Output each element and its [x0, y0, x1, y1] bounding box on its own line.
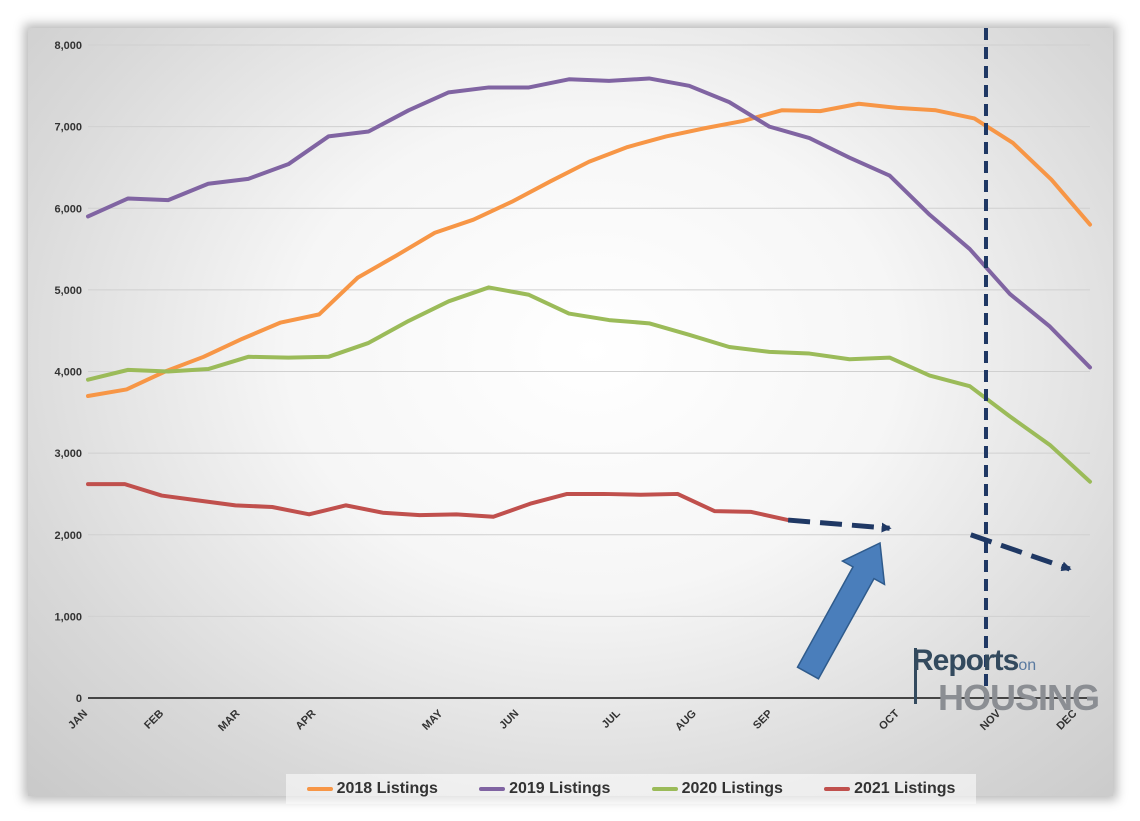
highlight-arrow — [796, 541, 886, 680]
logo-text-reports: Reports — [912, 644, 1019, 677]
line-chart: 0 1,000 2,000 3,000 4,000 5,000 6,000 7,000 8,00… — [54, 28, 1092, 734]
x-tick-label: MAR — [216, 708, 242, 734]
legend-label: 2020 Listings — [681, 780, 783, 797]
legend-swatch — [479, 787, 506, 791]
legend-item: 2021 Listings — [824, 780, 955, 798]
forecast-arrow — [969, 532, 1072, 572]
legend-swatch — [306, 787, 333, 791]
y-tick-label: 3,000 — [54, 448, 82, 460]
y-tick-label: 7,000 — [54, 122, 82, 134]
y-tick-label: 5,000 — [54, 285, 82, 297]
y-tick-label: 1,000 — [54, 611, 82, 623]
x-tick-label: AUG — [673, 708, 699, 734]
legend: 2018 Listings 2019 Listings 2020 Listing… — [286, 774, 976, 804]
series-2021-line — [86, 482, 791, 523]
y-tick-label: 2,000 — [54, 530, 82, 542]
x-tick-label: MAY — [420, 707, 446, 733]
y-tick-label: 8,000 — [54, 40, 82, 52]
x-tick-label: SEP — [751, 708, 775, 732]
forecast-arrow — [787, 517, 892, 533]
logo-text-housing: HOUSING — [938, 677, 1100, 718]
x-tick-label: OCT — [877, 707, 902, 732]
y-tick-label: 0 — [76, 693, 82, 705]
series-2018-line — [86, 101, 1092, 398]
series-2019-line — [86, 76, 1092, 370]
legend-label: 2021 Listings — [854, 780, 956, 797]
legend-item: 2020 Listings — [651, 780, 783, 798]
chart-frame: 0 1,000 2,000 3,000 4,000 5,000 6,000 7,000 8,00… — [28, 28, 1113, 804]
legend-label: 2019 Listings — [509, 780, 611, 797]
x-tick-label: FEB — [142, 708, 166, 732]
x-tick-label: JAN — [66, 708, 90, 732]
legend-item: 2019 Listings — [479, 780, 610, 798]
reports-on-housing-logo: Reportson HOUSING — [912, 646, 1102, 718]
x-tick-label: JUL — [600, 707, 623, 730]
legend-swatch — [651, 787, 678, 791]
x-tick-label: JUN — [497, 708, 521, 732]
logo-mark — [914, 648, 917, 704]
legend-swatch — [824, 787, 851, 791]
logo-text-on: on — [1018, 657, 1037, 674]
legend-item: 2018 Listings — [306, 780, 438, 798]
y-tick-label: 4,000 — [54, 367, 82, 379]
x-tick-label: APR — [294, 708, 319, 733]
series-2020-line — [86, 285, 1092, 484]
legend-label: 2018 Listings — [336, 780, 438, 797]
y-tick-label: 6,000 — [54, 203, 82, 215]
